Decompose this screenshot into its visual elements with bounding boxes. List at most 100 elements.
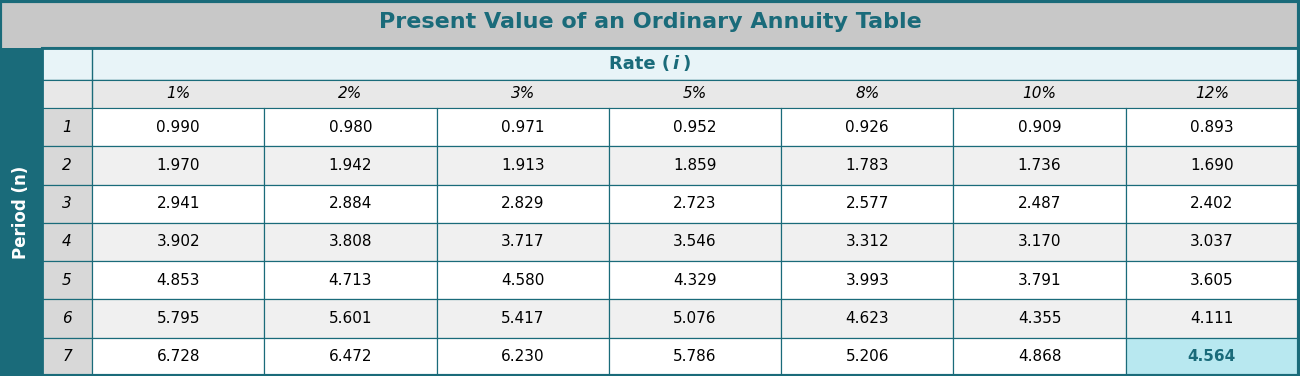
Text: 2.487: 2.487 — [1018, 196, 1061, 211]
FancyBboxPatch shape — [1126, 261, 1297, 299]
Text: 5%: 5% — [682, 86, 707, 102]
Text: 0.909: 0.909 — [1018, 120, 1061, 135]
Text: 5: 5 — [62, 273, 72, 288]
Text: 1.690: 1.690 — [1190, 158, 1234, 173]
Text: 4.713: 4.713 — [329, 273, 372, 288]
Text: 2.884: 2.884 — [329, 196, 372, 211]
FancyBboxPatch shape — [953, 146, 1126, 185]
FancyBboxPatch shape — [781, 185, 953, 223]
FancyBboxPatch shape — [781, 223, 953, 261]
FancyBboxPatch shape — [1126, 146, 1297, 185]
Text: Period (n): Period (n) — [12, 165, 30, 259]
FancyBboxPatch shape — [92, 146, 264, 185]
Text: 4.868: 4.868 — [1018, 349, 1061, 364]
Text: 5.417: 5.417 — [500, 311, 545, 326]
Text: 3.808: 3.808 — [329, 235, 372, 250]
Text: 1.736: 1.736 — [1018, 158, 1061, 173]
Text: 5.786: 5.786 — [673, 349, 716, 364]
Text: 0.990: 0.990 — [156, 120, 200, 135]
Text: 1%: 1% — [166, 86, 190, 102]
FancyBboxPatch shape — [608, 261, 781, 299]
Text: 2.577: 2.577 — [845, 196, 889, 211]
Text: 5.795: 5.795 — [156, 311, 200, 326]
Text: 5.601: 5.601 — [329, 311, 372, 326]
Text: 3%: 3% — [511, 86, 534, 102]
Text: 0.971: 0.971 — [500, 120, 545, 135]
FancyBboxPatch shape — [1126, 338, 1297, 376]
FancyBboxPatch shape — [42, 299, 92, 338]
FancyBboxPatch shape — [264, 299, 437, 338]
Text: 3.791: 3.791 — [1018, 273, 1061, 288]
FancyBboxPatch shape — [437, 299, 608, 338]
FancyBboxPatch shape — [953, 299, 1126, 338]
FancyBboxPatch shape — [1126, 223, 1297, 261]
FancyBboxPatch shape — [42, 185, 92, 223]
Text: 3: 3 — [62, 196, 72, 211]
FancyBboxPatch shape — [42, 146, 92, 185]
FancyBboxPatch shape — [781, 261, 953, 299]
Text: 3.993: 3.993 — [845, 273, 889, 288]
Text: 1.913: 1.913 — [500, 158, 545, 173]
Text: 4.329: 4.329 — [673, 273, 716, 288]
FancyBboxPatch shape — [437, 146, 608, 185]
FancyBboxPatch shape — [781, 108, 953, 146]
Text: 4.623: 4.623 — [845, 311, 889, 326]
FancyBboxPatch shape — [608, 299, 781, 338]
FancyBboxPatch shape — [953, 223, 1126, 261]
FancyBboxPatch shape — [92, 108, 264, 146]
Text: 4.853: 4.853 — [156, 273, 200, 288]
FancyBboxPatch shape — [437, 223, 608, 261]
Text: 1.783: 1.783 — [845, 158, 889, 173]
FancyBboxPatch shape — [264, 261, 437, 299]
Text: i: i — [672, 55, 679, 73]
FancyBboxPatch shape — [781, 146, 953, 185]
FancyBboxPatch shape — [264, 223, 437, 261]
FancyBboxPatch shape — [1126, 185, 1297, 223]
FancyBboxPatch shape — [42, 261, 92, 299]
FancyBboxPatch shape — [42, 48, 1297, 376]
FancyBboxPatch shape — [0, 0, 1300, 44]
Text: 3.717: 3.717 — [500, 235, 545, 250]
Text: 4.355: 4.355 — [1018, 311, 1061, 326]
Text: 4.111: 4.111 — [1191, 311, 1234, 326]
Text: 12%: 12% — [1195, 86, 1228, 102]
Text: 5.076: 5.076 — [673, 311, 716, 326]
FancyBboxPatch shape — [264, 185, 437, 223]
Text: 1.859: 1.859 — [673, 158, 716, 173]
Text: 7: 7 — [62, 349, 72, 364]
Text: 1.970: 1.970 — [156, 158, 200, 173]
Text: 0.893: 0.893 — [1190, 120, 1234, 135]
FancyBboxPatch shape — [92, 223, 264, 261]
FancyBboxPatch shape — [953, 185, 1126, 223]
Text: 6.472: 6.472 — [329, 349, 372, 364]
Text: 6.230: 6.230 — [500, 349, 545, 364]
FancyBboxPatch shape — [42, 108, 92, 146]
Text: Rate (: Rate ( — [608, 55, 670, 73]
FancyBboxPatch shape — [608, 108, 781, 146]
Text: 4.564: 4.564 — [1188, 349, 1236, 364]
FancyBboxPatch shape — [608, 338, 781, 376]
FancyBboxPatch shape — [92, 299, 264, 338]
FancyBboxPatch shape — [42, 338, 92, 376]
Text: 10%: 10% — [1023, 86, 1057, 102]
Text: 2.941: 2.941 — [156, 196, 200, 211]
FancyBboxPatch shape — [437, 338, 608, 376]
Text: 2%: 2% — [338, 86, 363, 102]
Text: 0.926: 0.926 — [845, 120, 889, 135]
Text: 2.402: 2.402 — [1191, 196, 1234, 211]
Text: 3.605: 3.605 — [1190, 273, 1234, 288]
FancyBboxPatch shape — [1126, 299, 1297, 338]
Text: 1.942: 1.942 — [329, 158, 372, 173]
FancyBboxPatch shape — [92, 338, 264, 376]
Text: 2.829: 2.829 — [500, 196, 545, 211]
FancyBboxPatch shape — [92, 185, 264, 223]
FancyBboxPatch shape — [608, 185, 781, 223]
Text: 3.170: 3.170 — [1018, 235, 1061, 250]
Text: 4: 4 — [62, 235, 72, 250]
Text: Present Value of an Ordinary Annuity Table: Present Value of an Ordinary Annuity Tab… — [378, 12, 922, 32]
FancyBboxPatch shape — [953, 261, 1126, 299]
FancyBboxPatch shape — [42, 80, 1297, 108]
Text: 0.980: 0.980 — [329, 120, 372, 135]
Text: 6: 6 — [62, 311, 72, 326]
FancyBboxPatch shape — [92, 261, 264, 299]
